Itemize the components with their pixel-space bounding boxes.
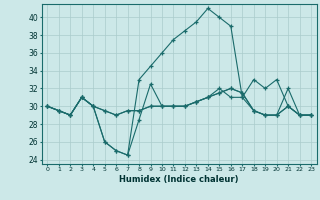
X-axis label: Humidex (Indice chaleur): Humidex (Indice chaleur) [119,175,239,184]
